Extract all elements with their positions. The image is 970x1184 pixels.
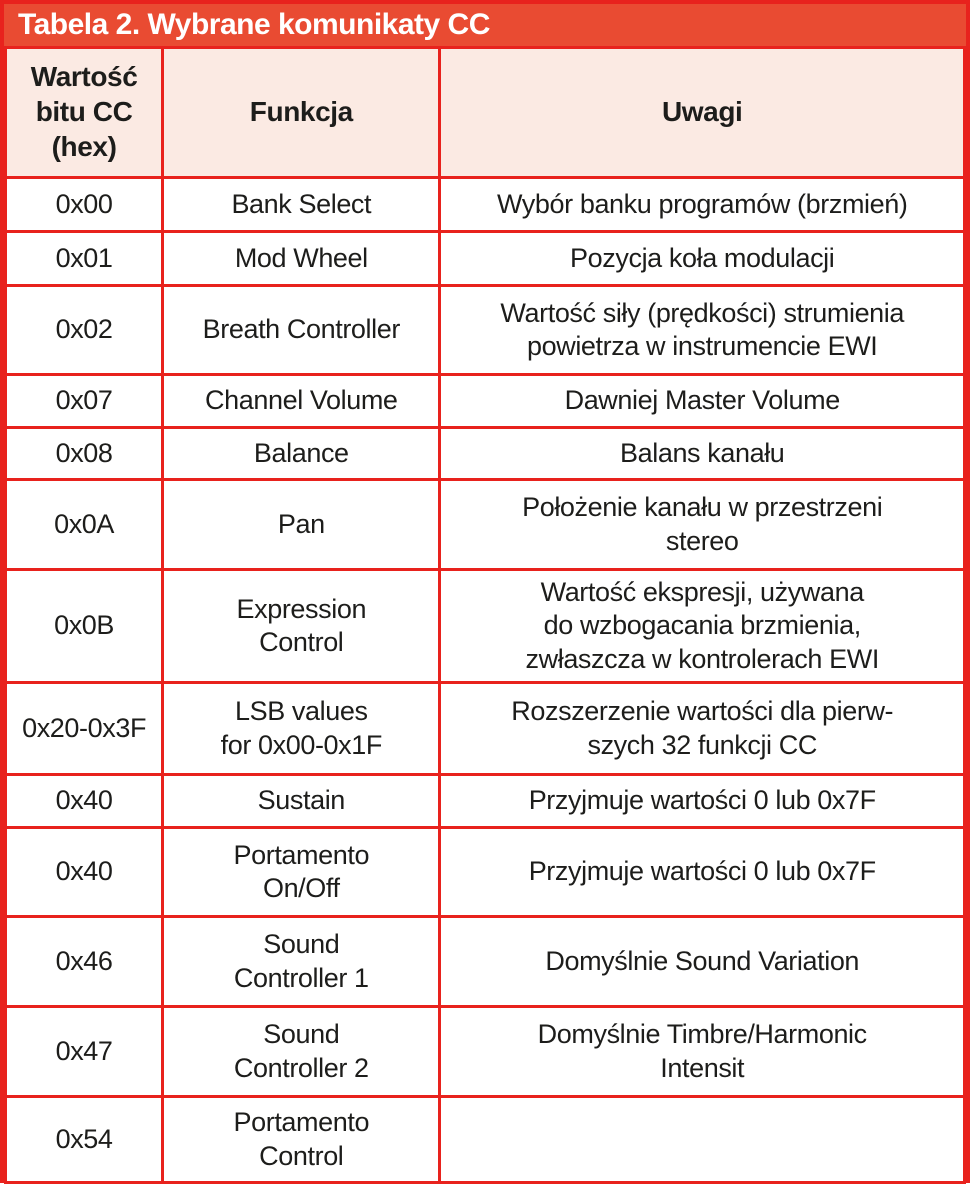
cell-hex: 0x01 [3, 230, 165, 287]
cell-funkcja: Portamento On/Off [161, 826, 442, 918]
cell-uwagi [438, 1095, 966, 1184]
cell-funkcja: Portamento Control [161, 1095, 442, 1184]
cell-uwagi: Przyjmuje wartości 0 lub 0x7F [438, 826, 966, 918]
cell-hex: 0x08 [3, 426, 165, 481]
cell-uwagi: Położenie kanału w przestrzeni stereo [438, 478, 966, 571]
column-header-hex: Wartość bitu CC (hex) [3, 46, 165, 179]
column-header-uwagi: Uwagi [438, 46, 966, 179]
cell-uwagi: Wybór banku programów (brzmień) [438, 176, 966, 233]
cell-hex: 0x40 [3, 773, 165, 829]
cell-hex: 0x07 [3, 373, 165, 429]
cell-hex: 0x20-0x3F [3, 681, 165, 776]
cell-uwagi: Wartość siły (prędkości) strumienia powi… [438, 284, 966, 376]
table-row: 0x40 Sustain Przyjmuje wartości 0 lub 0x… [3, 773, 966, 829]
header-row: Wartość bitu CC (hex) Funkcja Uwagi [3, 46, 966, 179]
table-row: 0x01 Mod Wheel Pozycja koła modulacji [3, 230, 966, 287]
table-row: 0x47 Sound Controller 2 Domyślnie Timbre… [3, 1005, 966, 1098]
column-header-funkcja: Funkcja [161, 46, 442, 179]
cell-uwagi: Balans kanału [438, 426, 966, 481]
table-row: 0x46 Sound Controller 1 Domyślnie Sound … [3, 915, 966, 1008]
table-row: 0x07 Channel Volume Dawniej Master Volum… [3, 373, 966, 429]
table-row: 0x0B Expression Control Wartość ekspresj… [3, 568, 966, 684]
cell-funkcja: Sound Controller 2 [161, 1005, 442, 1098]
cc-messages-table: Wartość bitu CC (hex) Funkcja Uwagi 0x00… [3, 46, 966, 1184]
table-row: 0x20-0x3F LSB values for 0x00-0x1F Rozsz… [3, 681, 966, 776]
cell-hex: 0x40 [3, 826, 165, 918]
table-row: 0x0A Pan Położenie kanału w przestrzeni … [3, 478, 966, 571]
table-title: Tabela 2. Wybrane komunikaty CC [4, 4, 966, 46]
cell-funkcja: Expression Control [161, 568, 442, 684]
cell-funkcja: Mod Wheel [161, 230, 442, 287]
cell-funkcja: Pan [161, 478, 442, 571]
cell-uwagi: Dawniej Master Volume [438, 373, 966, 429]
cell-funkcja: Balance [161, 426, 442, 481]
cell-funkcja: LSB values for 0x00-0x1F [161, 681, 442, 776]
table-row: 0x02 Breath Controller Wartość siły (prę… [3, 284, 966, 376]
cell-uwagi: Domyślnie Timbre/Harmonic Intensit [438, 1005, 966, 1098]
cell-uwagi: Wartość ekspresji, używana do wzbogacani… [438, 568, 966, 684]
table-row: 0x54 Portamento Control [3, 1095, 966, 1184]
cell-hex: 0x0B [3, 568, 165, 684]
cell-hex: 0x47 [3, 1005, 165, 1098]
cell-uwagi: Pozycja koła modulacji [438, 230, 966, 287]
cell-funkcja: Sound Controller 1 [161, 915, 442, 1008]
cell-funkcja: Sustain [161, 773, 442, 829]
cell-funkcja: Channel Volume [161, 373, 442, 429]
table-row: 0x00 Bank Select Wybór banku programów (… [3, 176, 966, 233]
cell-funkcja: Breath Controller [161, 284, 442, 376]
table-row: 0x40 Portamento On/Off Przyjmuje wartośc… [3, 826, 966, 918]
cell-uwagi: Rozszerzenie wartości dla pierw- szych 3… [438, 681, 966, 776]
cell-uwagi: Domyślnie Sound Variation [438, 915, 966, 1008]
cell-hex: 0x00 [3, 176, 165, 233]
cell-hex: 0x46 [3, 915, 165, 1008]
cell-hex: 0x02 [3, 284, 165, 376]
cell-hex: 0x0A [3, 478, 165, 571]
table-row: 0x08 Balance Balans kanału [3, 426, 966, 481]
cell-uwagi: Przyjmuje wartości 0 lub 0x7F [438, 773, 966, 829]
cell-funkcja: Bank Select [161, 176, 442, 233]
cell-hex: 0x54 [3, 1095, 165, 1184]
